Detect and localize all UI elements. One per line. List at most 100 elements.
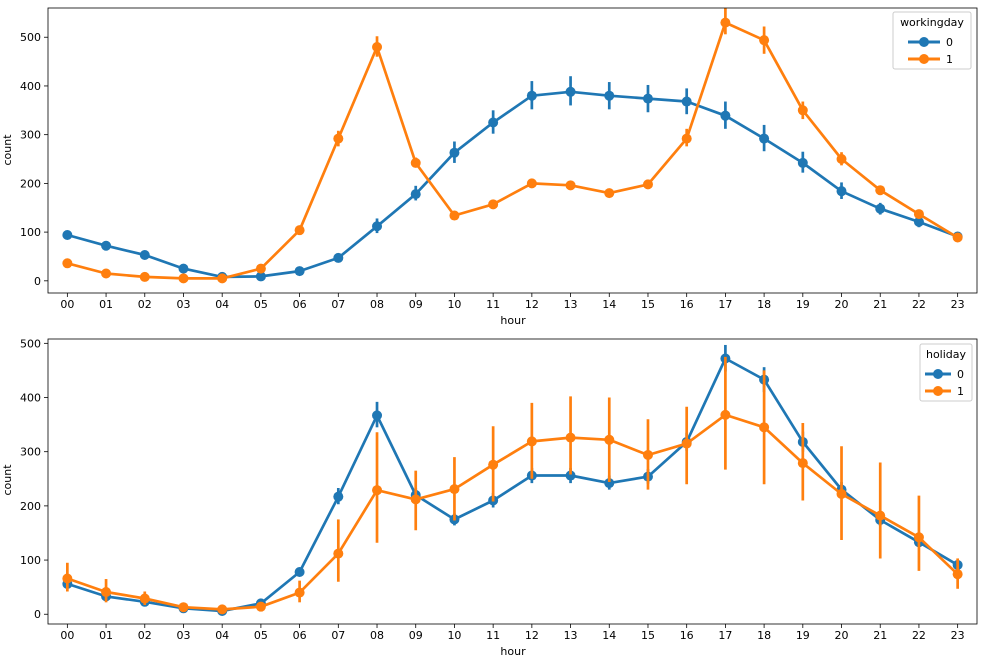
legend-entry-0: 0: [957, 368, 964, 381]
x-tick-label: 11: [486, 629, 500, 642]
x-tick-label: 05: [254, 629, 268, 642]
data-point: [178, 263, 189, 274]
y-tick-label: 400: [20, 80, 41, 93]
x-tick-label: 13: [564, 629, 578, 642]
data-point: [217, 604, 228, 615]
data-point: [720, 409, 731, 420]
data-point: [62, 258, 73, 269]
x-axis-label: hour: [500, 314, 526, 327]
x-axis-label: hour: [500, 645, 526, 658]
series-line: [67, 90, 959, 279]
data-point: [836, 186, 847, 197]
data-point: [294, 566, 305, 577]
x-tick-label: 15: [641, 298, 655, 311]
x-tick-label: 03: [176, 629, 190, 642]
data-point: [294, 225, 305, 236]
series-line: [66, 413, 959, 611]
x-tick-label: 07: [331, 298, 345, 311]
data-point: [255, 601, 266, 612]
data-point: [62, 573, 73, 584]
data-point: [759, 35, 770, 46]
x-tick-label: 17: [718, 629, 732, 642]
y-tick-label: 300: [20, 129, 41, 142]
y-tick-label: 500: [20, 31, 41, 44]
x-tick-label: 18: [757, 298, 771, 311]
x-tick-label: 21: [873, 629, 887, 642]
data-point: [952, 232, 963, 243]
plot-area: 00 01 02 03 04 05 06 07 08 09 10 11 12 13 14 15 16 17 18 19…: [20, 337, 978, 642]
y-tick-label: 500: [20, 337, 41, 350]
holiday-panel: count hour 00 01 02 03 04 05 06 07 08 09 10 11 12 13 1…: [1, 337, 978, 658]
data-point: [836, 488, 847, 499]
data-point: [178, 273, 189, 284]
data-point: [720, 110, 731, 121]
x-tick-label: 21: [873, 298, 887, 311]
x-tick-label: 06: [293, 298, 307, 311]
x-tick-label: 14: [602, 629, 616, 642]
data-point: [681, 133, 692, 144]
data-point: [139, 593, 150, 604]
series-0: [62, 76, 963, 282]
data-point: [333, 548, 344, 559]
data-point: [217, 273, 228, 284]
legend-marker-dot-0: [919, 37, 929, 47]
x-tick-label: 09: [409, 629, 423, 642]
data-point: [952, 569, 963, 580]
x-tick-label: 05: [254, 298, 268, 311]
x-tick-label: 10: [447, 298, 461, 311]
data-point: [372, 41, 383, 52]
legend-marker-dot-0: [933, 369, 943, 379]
data-point: [526, 178, 537, 189]
data-point: [449, 147, 460, 158]
data-point: [836, 154, 847, 165]
data-point: [488, 199, 499, 210]
y-tick-label: 300: [20, 446, 41, 459]
x-tick-label: 00: [60, 298, 74, 311]
legend-marker-dot-1: [919, 54, 929, 64]
data-point: [139, 271, 150, 282]
x-tick-label: 06: [293, 629, 307, 642]
x-tick-label: 23: [951, 629, 965, 642]
data-point: [101, 587, 112, 598]
series-line: [66, 357, 959, 613]
data-point: [372, 221, 383, 232]
x-tick-label: 11: [486, 298, 500, 311]
x-tick-label: 14: [602, 298, 616, 311]
y-tick-label: 0: [34, 275, 41, 288]
x-tick-label: 19: [796, 629, 810, 642]
x-tick-label: 01: [99, 298, 113, 311]
x-tick-label: 08: [370, 629, 384, 642]
series-line: [67, 21, 959, 280]
x-tick-label: 22: [912, 629, 926, 642]
data-point: [101, 268, 112, 279]
data-point: [642, 93, 653, 104]
x-tick-label: 13: [564, 298, 578, 311]
x-tick-label: 15: [641, 629, 655, 642]
data-point: [449, 484, 460, 495]
data-point: [62, 230, 73, 241]
data-point: [565, 180, 576, 191]
data-point: [294, 587, 305, 598]
data-point: [526, 436, 537, 447]
legend-entry-1: 1: [957, 385, 964, 398]
series-1: [62, 8, 963, 284]
data-point: [681, 96, 692, 107]
data-point: [875, 203, 886, 214]
series-1: [62, 356, 963, 615]
x-tick-label: 18: [757, 629, 771, 642]
y-tick-label: 200: [20, 177, 41, 190]
x-tick-label: 12: [525, 629, 539, 642]
data-point: [488, 459, 499, 470]
x-tick-label: 22: [912, 298, 926, 311]
legend-entry-0: 0: [946, 36, 953, 49]
data-point: [255, 263, 266, 274]
data-point: [913, 216, 924, 227]
data-point: [913, 209, 924, 220]
legend: holiday 0 1: [919, 343, 973, 402]
legend-title: workingday: [900, 16, 964, 29]
legend-marker-dot-1: [933, 386, 943, 396]
data-point: [875, 510, 886, 521]
x-tick-label: 12: [525, 298, 539, 311]
